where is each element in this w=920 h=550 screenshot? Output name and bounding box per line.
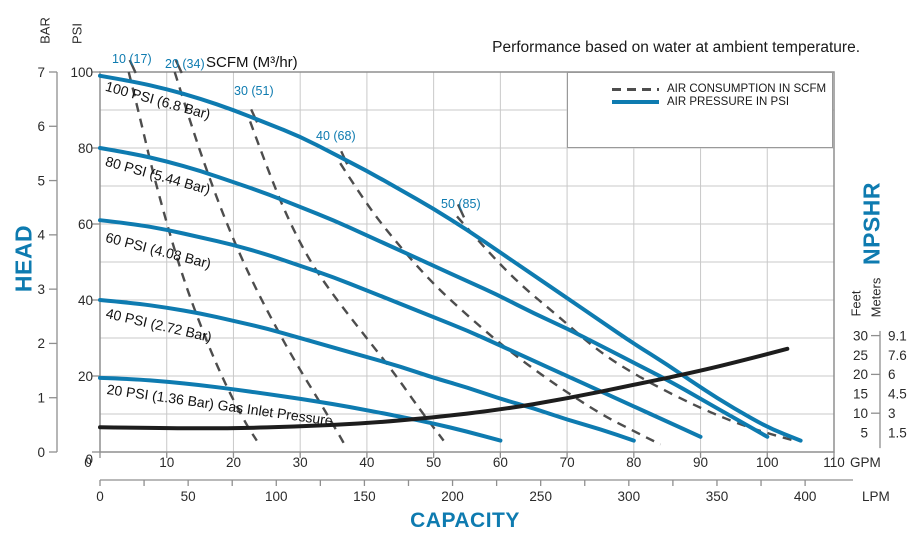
svg-text:4: 4 <box>37 228 45 243</box>
legend-item-air-pressure: AIR PRESSURE IN PSI <box>612 95 789 109</box>
svg-text:0: 0 <box>84 455 92 470</box>
svg-text:1.5: 1.5 <box>888 425 907 440</box>
scfm-30-label: 30 (51) <box>234 84 274 98</box>
solid-line-swatch <box>612 100 659 104</box>
bar-axis-title: BAR <box>37 17 53 44</box>
consumption-curve-scfm-50 <box>456 215 795 442</box>
consumption-curve-scfm-30 <box>248 120 445 442</box>
label-leader-scfm-20 <box>174 59 183 74</box>
consumption-curve-scfm-40 <box>339 162 662 446</box>
svg-text:250: 250 <box>529 489 552 504</box>
pressure-curve-40-psi <box>98 298 636 443</box>
chart-title: Performance based on water at ambient te… <box>492 39 860 56</box>
scfm-40-label: 40 (68) <box>316 129 356 143</box>
svg-text:90: 90 <box>693 455 708 470</box>
svg-text:50: 50 <box>426 455 441 470</box>
svg-text:10: 10 <box>853 406 868 421</box>
svg-text:70: 70 <box>560 455 575 470</box>
legend-item-air-consumption: AIR CONSUMPTION IN SCFM <box>612 82 826 96</box>
svg-text:80: 80 <box>626 455 641 470</box>
svg-text:100: 100 <box>756 455 779 470</box>
svg-text:LPM: LPM <box>862 489 890 504</box>
svg-text:1: 1 <box>37 391 45 406</box>
lpm-axis: 0 50 100 150 200 250 300 350 400 LPM <box>96 479 890 504</box>
svg-text:6: 6 <box>37 119 45 134</box>
svg-text:40: 40 <box>359 455 374 470</box>
gridlines <box>100 72 834 452</box>
svg-text:3: 3 <box>888 406 896 421</box>
psi-axis-title: PSI <box>69 23 85 44</box>
meters-axis-title: Meters <box>868 277 884 318</box>
svg-text:50: 50 <box>181 489 196 504</box>
svg-text:10: 10 <box>159 455 174 470</box>
pressure-curve-20-psi <box>98 375 503 443</box>
scfm-axis-title: SCFM (M³/hr) <box>206 54 298 71</box>
svg-text:100: 100 <box>70 65 93 80</box>
legend-label: AIR CONSUMPTION IN SCFM <box>667 83 827 95</box>
pressure-curve-60-psi <box>98 218 703 439</box>
svg-text:9.1: 9.1 <box>888 328 907 343</box>
svg-text:30: 30 <box>853 328 868 343</box>
scfm-10-label: 10 (17) <box>112 52 152 66</box>
consumption-curve-scfm-10 <box>127 71 258 442</box>
legend: AIR CONSUMPTION IN SCFM AIR PRESSURE IN … <box>567 72 833 148</box>
capacity-axis-title: CAPACITY <box>410 509 520 532</box>
svg-text:150: 150 <box>353 489 376 504</box>
svg-text:400: 400 <box>794 489 817 504</box>
legend-label: AIR PRESSURE IN PSI <box>667 96 790 108</box>
head-axis-title: HEAD <box>10 224 37 293</box>
svg-text:3: 3 <box>37 282 45 297</box>
svg-text:350: 350 <box>706 489 729 504</box>
pressure-curve-80-psi <box>98 146 770 439</box>
svg-text:40: 40 <box>78 293 93 308</box>
npshr-curve <box>98 346 790 431</box>
scfm-50-label: 50 (85) <box>441 197 481 211</box>
svg-text:300: 300 <box>618 489 641 504</box>
svg-text:25: 25 <box>853 348 868 363</box>
consumption-curve-scfm-20 <box>173 71 347 447</box>
npshr-scale: 30 25 20 15 10 5 9.1 7.6 6 4.5 3 1.5 <box>853 328 907 449</box>
svg-text:100: 100 <box>265 489 288 504</box>
svg-text:7: 7 <box>37 65 45 80</box>
bar-axis: 0 1 2 3 4 5 6 7 <box>37 65 58 460</box>
svg-text:0: 0 <box>37 445 45 460</box>
label-leader-scfm-10 <box>128 59 137 74</box>
npshr-axis-title: NPSHR <box>858 182 885 266</box>
svg-text:7.6: 7.6 <box>888 348 907 363</box>
svg-text:110: 110 <box>823 455 845 470</box>
svg-text:20: 20 <box>226 455 241 470</box>
svg-text:60: 60 <box>78 217 93 232</box>
svg-text:4.5: 4.5 <box>888 387 907 402</box>
air-pressure-curves <box>98 73 803 443</box>
gpm-axis: 0 10 20 30 40 50 60 70 80 90 100 110 GPM <box>84 452 881 470</box>
psi-axis: 0 20 40 60 80 100 <box>70 65 100 467</box>
svg-text:0: 0 <box>96 489 104 504</box>
feet-axis-title: Feet <box>848 290 864 317</box>
svg-text:0: 0 <box>85 452 93 467</box>
label-leader-scfm-50 <box>456 203 466 218</box>
svg-text:5: 5 <box>37 173 45 188</box>
svg-text:2: 2 <box>37 336 45 351</box>
dashed-line-swatch <box>612 87 659 91</box>
scfm-20-label: 20 (34) <box>165 57 205 71</box>
svg-text:6: 6 <box>888 367 896 382</box>
svg-text:60: 60 <box>493 455 508 470</box>
svg-text:15: 15 <box>853 387 868 402</box>
svg-text:GPM: GPM <box>850 455 881 470</box>
plot-border <box>99 71 835 453</box>
svg-text:80: 80 <box>78 141 93 156</box>
svg-text:30: 30 <box>293 455 308 470</box>
svg-text:200: 200 <box>441 489 464 504</box>
svg-text:20: 20 <box>853 367 868 382</box>
pressure-curve-100-psi <box>98 73 803 443</box>
svg-text:20: 20 <box>78 369 93 384</box>
svg-text:5: 5 <box>860 425 868 440</box>
